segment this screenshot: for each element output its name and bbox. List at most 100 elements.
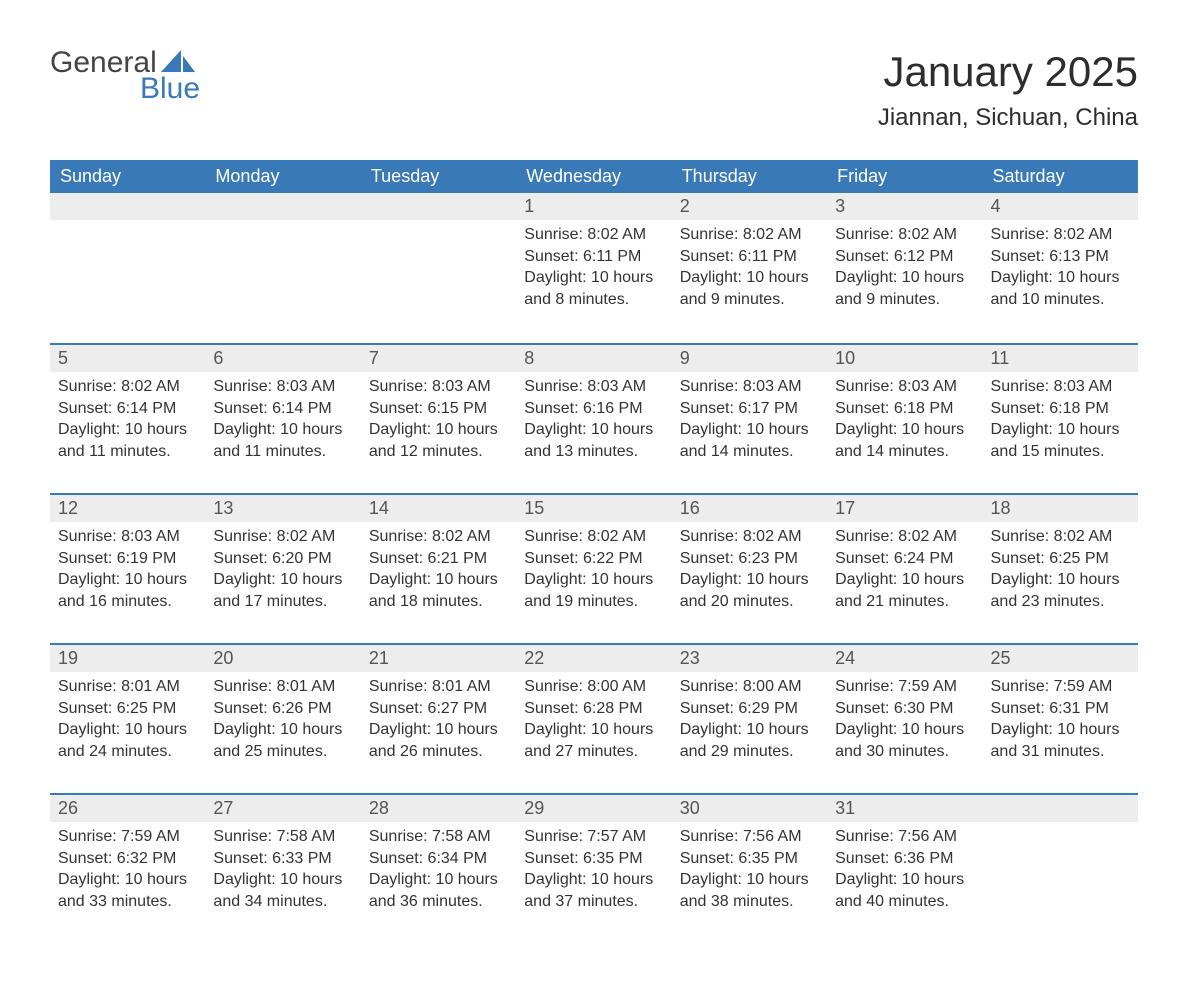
day-number-bar: 13 [205, 493, 360, 522]
day-content: Sunrise: 7:58 AMSunset: 6:34 PMDaylight:… [361, 822, 516, 920]
day-content: Sunrise: 7:56 AMSunset: 6:35 PMDaylight:… [672, 822, 827, 920]
logo-word2: Blue [140, 74, 200, 104]
calendar-cell: 16Sunrise: 8:02 AMSunset: 6:23 PMDayligh… [672, 493, 827, 643]
day-content: Sunrise: 8:02 AMSunset: 6:14 PMDaylight:… [50, 372, 205, 470]
calendar-cell: 5Sunrise: 8:02 AMSunset: 6:14 PMDaylight… [50, 343, 205, 493]
calendar-cell: 27Sunrise: 7:58 AMSunset: 6:33 PMDayligh… [205, 793, 360, 943]
page-title: January 2025 [878, 48, 1138, 96]
weekday-header: Sunday [50, 160, 205, 193]
day-number-bar: 28 [361, 793, 516, 822]
calendar-cell: 17Sunrise: 8:02 AMSunset: 6:24 PMDayligh… [827, 493, 982, 643]
calendar-header-row: SundayMondayTuesdayWednesdayThursdayFrid… [50, 160, 1138, 193]
day-content: Sunrise: 8:02 AMSunset: 6:11 PMDaylight:… [516, 220, 671, 318]
day-content: Sunrise: 8:02 AMSunset: 6:24 PMDaylight:… [827, 522, 982, 620]
calendar-cell: 19Sunrise: 8:01 AMSunset: 6:25 PMDayligh… [50, 643, 205, 793]
day-content: Sunrise: 8:02 AMSunset: 6:21 PMDaylight:… [361, 522, 516, 620]
day-number-bar: 29 [516, 793, 671, 822]
calendar-cell: 6Sunrise: 8:03 AMSunset: 6:14 PMDaylight… [205, 343, 360, 493]
calendar-cell: 28Sunrise: 7:58 AMSunset: 6:34 PMDayligh… [361, 793, 516, 943]
day-content: Sunrise: 8:03 AMSunset: 6:17 PMDaylight:… [672, 372, 827, 470]
calendar-cell: 8Sunrise: 8:03 AMSunset: 6:16 PMDaylight… [516, 343, 671, 493]
day-content: Sunrise: 7:56 AMSunset: 6:36 PMDaylight:… [827, 822, 982, 920]
weekday-header: Wednesday [516, 160, 671, 193]
day-content: Sunrise: 8:03 AMSunset: 6:19 PMDaylight:… [50, 522, 205, 620]
day-number-bar: 6 [205, 343, 360, 372]
weekday-header: Thursday [672, 160, 827, 193]
day-content: Sunrise: 8:02 AMSunset: 6:25 PMDaylight:… [983, 522, 1138, 620]
location-subtitle: Jiannan, Sichuan, China [878, 104, 1138, 132]
day-number-bar [361, 193, 516, 220]
day-content: Sunrise: 7:57 AMSunset: 6:35 PMDaylight:… [516, 822, 671, 920]
day-content: Sunrise: 7:58 AMSunset: 6:33 PMDaylight:… [205, 822, 360, 920]
day-number-bar: 23 [672, 643, 827, 672]
calendar-cell: 24Sunrise: 7:59 AMSunset: 6:30 PMDayligh… [827, 643, 982, 793]
calendar-cell: 21Sunrise: 8:01 AMSunset: 6:27 PMDayligh… [361, 643, 516, 793]
day-number-bar: 8 [516, 343, 671, 372]
calendar-cell: 15Sunrise: 8:02 AMSunset: 6:22 PMDayligh… [516, 493, 671, 643]
weekday-header: Monday [205, 160, 360, 193]
day-content: Sunrise: 8:02 AMSunset: 6:22 PMDaylight:… [516, 522, 671, 620]
day-number-bar [205, 193, 360, 220]
weekday-header: Tuesday [361, 160, 516, 193]
weekday-header: Friday [827, 160, 982, 193]
day-content: Sunrise: 8:01 AMSunset: 6:25 PMDaylight:… [50, 672, 205, 770]
calendar-cell: 29Sunrise: 7:57 AMSunset: 6:35 PMDayligh… [516, 793, 671, 943]
calendar-table: SundayMondayTuesdayWednesdayThursdayFrid… [50, 160, 1138, 943]
day-number-bar: 18 [983, 493, 1138, 522]
day-content: Sunrise: 8:03 AMSunset: 6:15 PMDaylight:… [361, 372, 516, 470]
day-number-bar: 7 [361, 343, 516, 372]
calendar-cell: 4Sunrise: 8:02 AMSunset: 6:13 PMDaylight… [983, 193, 1138, 343]
calendar-cell: 12Sunrise: 8:03 AMSunset: 6:19 PMDayligh… [50, 493, 205, 643]
day-number-bar: 2 [672, 193, 827, 220]
calendar-cell [50, 193, 205, 343]
day-number-bar: 14 [361, 493, 516, 522]
calendar-cell: 1Sunrise: 8:02 AMSunset: 6:11 PMDaylight… [516, 193, 671, 343]
day-number-bar: 24 [827, 643, 982, 672]
day-number-bar: 31 [827, 793, 982, 822]
calendar-cell: 9Sunrise: 8:03 AMSunset: 6:17 PMDaylight… [672, 343, 827, 493]
day-number-bar: 19 [50, 643, 205, 672]
day-number-bar: 3 [827, 193, 982, 220]
calendar-cell: 25Sunrise: 7:59 AMSunset: 6:31 PMDayligh… [983, 643, 1138, 793]
day-number-bar: 4 [983, 193, 1138, 220]
calendar-cell: 13Sunrise: 8:02 AMSunset: 6:20 PMDayligh… [205, 493, 360, 643]
day-content: Sunrise: 8:03 AMSunset: 6:14 PMDaylight:… [205, 372, 360, 470]
day-number-bar: 20 [205, 643, 360, 672]
day-number-bar: 30 [672, 793, 827, 822]
day-number-bar: 12 [50, 493, 205, 522]
logo: General Blue [50, 48, 200, 104]
header-bar: General Blue January 2025 Jiannan, Sichu… [50, 48, 1138, 132]
day-number-bar: 1 [516, 193, 671, 220]
calendar-cell: 7Sunrise: 8:03 AMSunset: 6:15 PMDaylight… [361, 343, 516, 493]
calendar-cell [361, 193, 516, 343]
day-content: Sunrise: 8:03 AMSunset: 6:16 PMDaylight:… [516, 372, 671, 470]
day-number-bar: 27 [205, 793, 360, 822]
day-content: Sunrise: 7:59 AMSunset: 6:30 PMDaylight:… [827, 672, 982, 770]
day-content: Sunrise: 7:59 AMSunset: 6:32 PMDaylight:… [50, 822, 205, 920]
calendar-cell: 3Sunrise: 8:02 AMSunset: 6:12 PMDaylight… [827, 193, 982, 343]
weekday-header: Saturday [983, 160, 1138, 193]
day-content: Sunrise: 8:02 AMSunset: 6:23 PMDaylight:… [672, 522, 827, 620]
calendar-cell: 10Sunrise: 8:03 AMSunset: 6:18 PMDayligh… [827, 343, 982, 493]
calendar-cell [983, 793, 1138, 943]
day-content: Sunrise: 8:02 AMSunset: 6:20 PMDaylight:… [205, 522, 360, 620]
day-number-bar: 16 [672, 493, 827, 522]
calendar-cell: 31Sunrise: 7:56 AMSunset: 6:36 PMDayligh… [827, 793, 982, 943]
day-content: Sunrise: 8:01 AMSunset: 6:27 PMDaylight:… [361, 672, 516, 770]
day-content: Sunrise: 8:02 AMSunset: 6:11 PMDaylight:… [672, 220, 827, 318]
day-number-bar: 21 [361, 643, 516, 672]
day-content: Sunrise: 8:01 AMSunset: 6:26 PMDaylight:… [205, 672, 360, 770]
day-number-bar: 15 [516, 493, 671, 522]
day-number-bar: 26 [50, 793, 205, 822]
day-number-bar: 10 [827, 343, 982, 372]
day-content: Sunrise: 8:00 AMSunset: 6:29 PMDaylight:… [672, 672, 827, 770]
day-content: Sunrise: 8:00 AMSunset: 6:28 PMDaylight:… [516, 672, 671, 770]
title-block: January 2025 Jiannan, Sichuan, China [878, 48, 1138, 132]
calendar-cell: 14Sunrise: 8:02 AMSunset: 6:21 PMDayligh… [361, 493, 516, 643]
day-number-bar: 11 [983, 343, 1138, 372]
calendar-cell: 11Sunrise: 8:03 AMSunset: 6:18 PMDayligh… [983, 343, 1138, 493]
day-content: Sunrise: 8:02 AMSunset: 6:13 PMDaylight:… [983, 220, 1138, 318]
calendar-cell: 2Sunrise: 8:02 AMSunset: 6:11 PMDaylight… [672, 193, 827, 343]
day-number-bar: 17 [827, 493, 982, 522]
calendar-cell: 18Sunrise: 8:02 AMSunset: 6:25 PMDayligh… [983, 493, 1138, 643]
